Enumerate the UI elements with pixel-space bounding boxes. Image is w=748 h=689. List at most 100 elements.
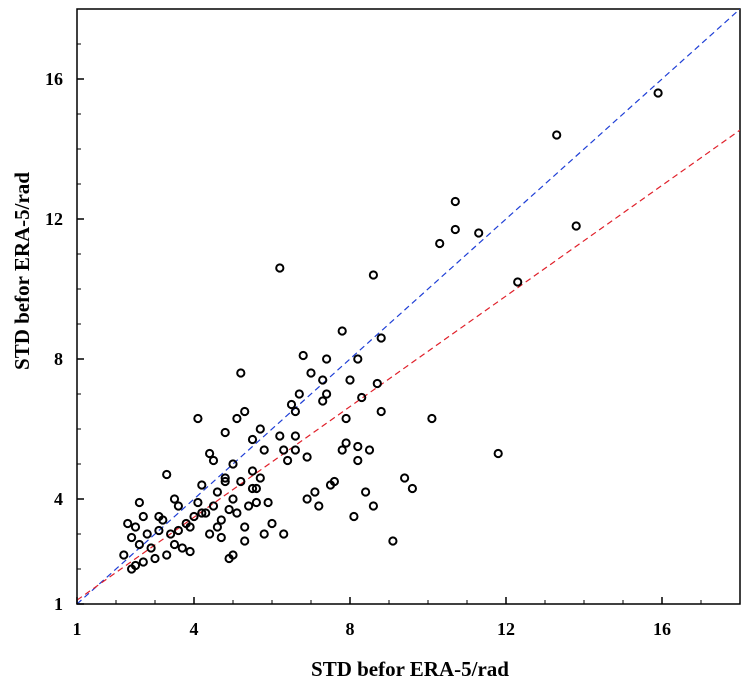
y-tick-label: 8: [54, 349, 63, 369]
data-point: [364, 445, 375, 455]
data-point: [154, 525, 164, 536]
data-point: [435, 238, 445, 249]
x-tick-label: 12: [497, 619, 515, 639]
data-point: [376, 406, 386, 417]
data-point: [357, 392, 367, 403]
data-point: [197, 508, 207, 518]
data-point: [306, 368, 316, 378]
data-point: [150, 553, 160, 564]
data-point: [372, 378, 382, 389]
data-point: [247, 434, 258, 445]
data-point: [212, 487, 222, 497]
data-point: [251, 497, 261, 508]
data-point: [353, 354, 363, 364]
data-point: [228, 550, 238, 560]
reference-line-2: [77, 129, 740, 601]
reference-line-1: [77, 9, 740, 604]
data-point: [290, 445, 300, 455]
x-axis-ticks: 1 4 8 12 16: [73, 597, 741, 639]
data-point: [205, 529, 215, 539]
data-point: [185, 546, 195, 557]
data-point: [232, 413, 242, 424]
data-point: [427, 413, 437, 424]
data-point: [240, 522, 250, 532]
data-point: [493, 448, 503, 459]
data-point: [166, 529, 176, 539]
data-point: [353, 455, 363, 466]
x-axis-title: STD befor ERA-5/rad: [311, 657, 509, 681]
data-point: [240, 406, 250, 417]
data-point: [310, 487, 320, 497]
y-tick-label: 12: [45, 209, 63, 229]
data-point: [571, 221, 581, 231]
data-point: [259, 529, 269, 539]
data-point: [216, 515, 226, 525]
data-point: [205, 448, 215, 459]
data-point: [127, 564, 137, 574]
data-point: [450, 196, 460, 207]
data-point: [169, 539, 180, 550]
data-point: [240, 536, 250, 546]
data-point: [279, 445, 289, 455]
data-point: [201, 508, 211, 518]
y-tick-label: 16: [45, 69, 63, 89]
data-point: [450, 224, 460, 235]
data-point: [474, 228, 484, 238]
data-point: [341, 413, 351, 424]
data-point: [368, 501, 378, 511]
x-tick-label: 16: [653, 619, 671, 639]
x-tick-label: 1: [73, 619, 82, 639]
data-point: [189, 511, 199, 522]
data-point: [259, 445, 269, 455]
data-point: [267, 518, 277, 529]
data-point: [349, 511, 359, 522]
data-point: [255, 473, 265, 483]
data-point: [247, 483, 258, 494]
data-point: [232, 508, 242, 518]
x-tick-label: 8: [346, 619, 355, 639]
data-point: [552, 130, 562, 140]
data-point: [263, 497, 273, 508]
data-point: [322, 389, 332, 399]
data-points: [119, 88, 663, 574]
y-axis-title: STD befor ERA-5/rad: [10, 172, 34, 370]
data-point: [127, 532, 137, 543]
data-point: [134, 497, 144, 508]
data-point: [154, 511, 164, 522]
data-point: [329, 476, 339, 487]
data-point: [185, 522, 195, 532]
data-point: [244, 501, 254, 511]
data-point: [314, 501, 324, 511]
data-point: [400, 473, 410, 483]
data-point: [162, 550, 172, 560]
data-point: [224, 504, 234, 515]
data-point: [251, 483, 261, 494]
data-point: [337, 445, 347, 455]
data-point: [283, 455, 293, 466]
data-point: [236, 368, 246, 378]
data-point: [173, 525, 183, 536]
data-point: [119, 550, 129, 560]
data-point: [142, 529, 152, 539]
data-point: [290, 431, 300, 441]
data-point: [208, 455, 219, 466]
data-point: [130, 522, 141, 532]
data-point: [302, 452, 312, 462]
data-point: [294, 389, 304, 399]
data-point: [345, 375, 355, 385]
data-point: [302, 494, 312, 504]
plot-frame: [76, 8, 741, 605]
data-point: [228, 494, 238, 504]
reference-lines: [77, 9, 740, 604]
data-point: [290, 406, 300, 417]
data-point: [275, 263, 285, 273]
data-point: [123, 518, 133, 529]
data-point: [138, 557, 148, 567]
data-point: [653, 88, 663, 98]
data-point: [376, 333, 386, 343]
data-point: [337, 326, 347, 336]
data-point: [353, 441, 363, 452]
data-point: [134, 539, 144, 550]
data-point: [407, 483, 417, 494]
data-point: [318, 375, 328, 385]
